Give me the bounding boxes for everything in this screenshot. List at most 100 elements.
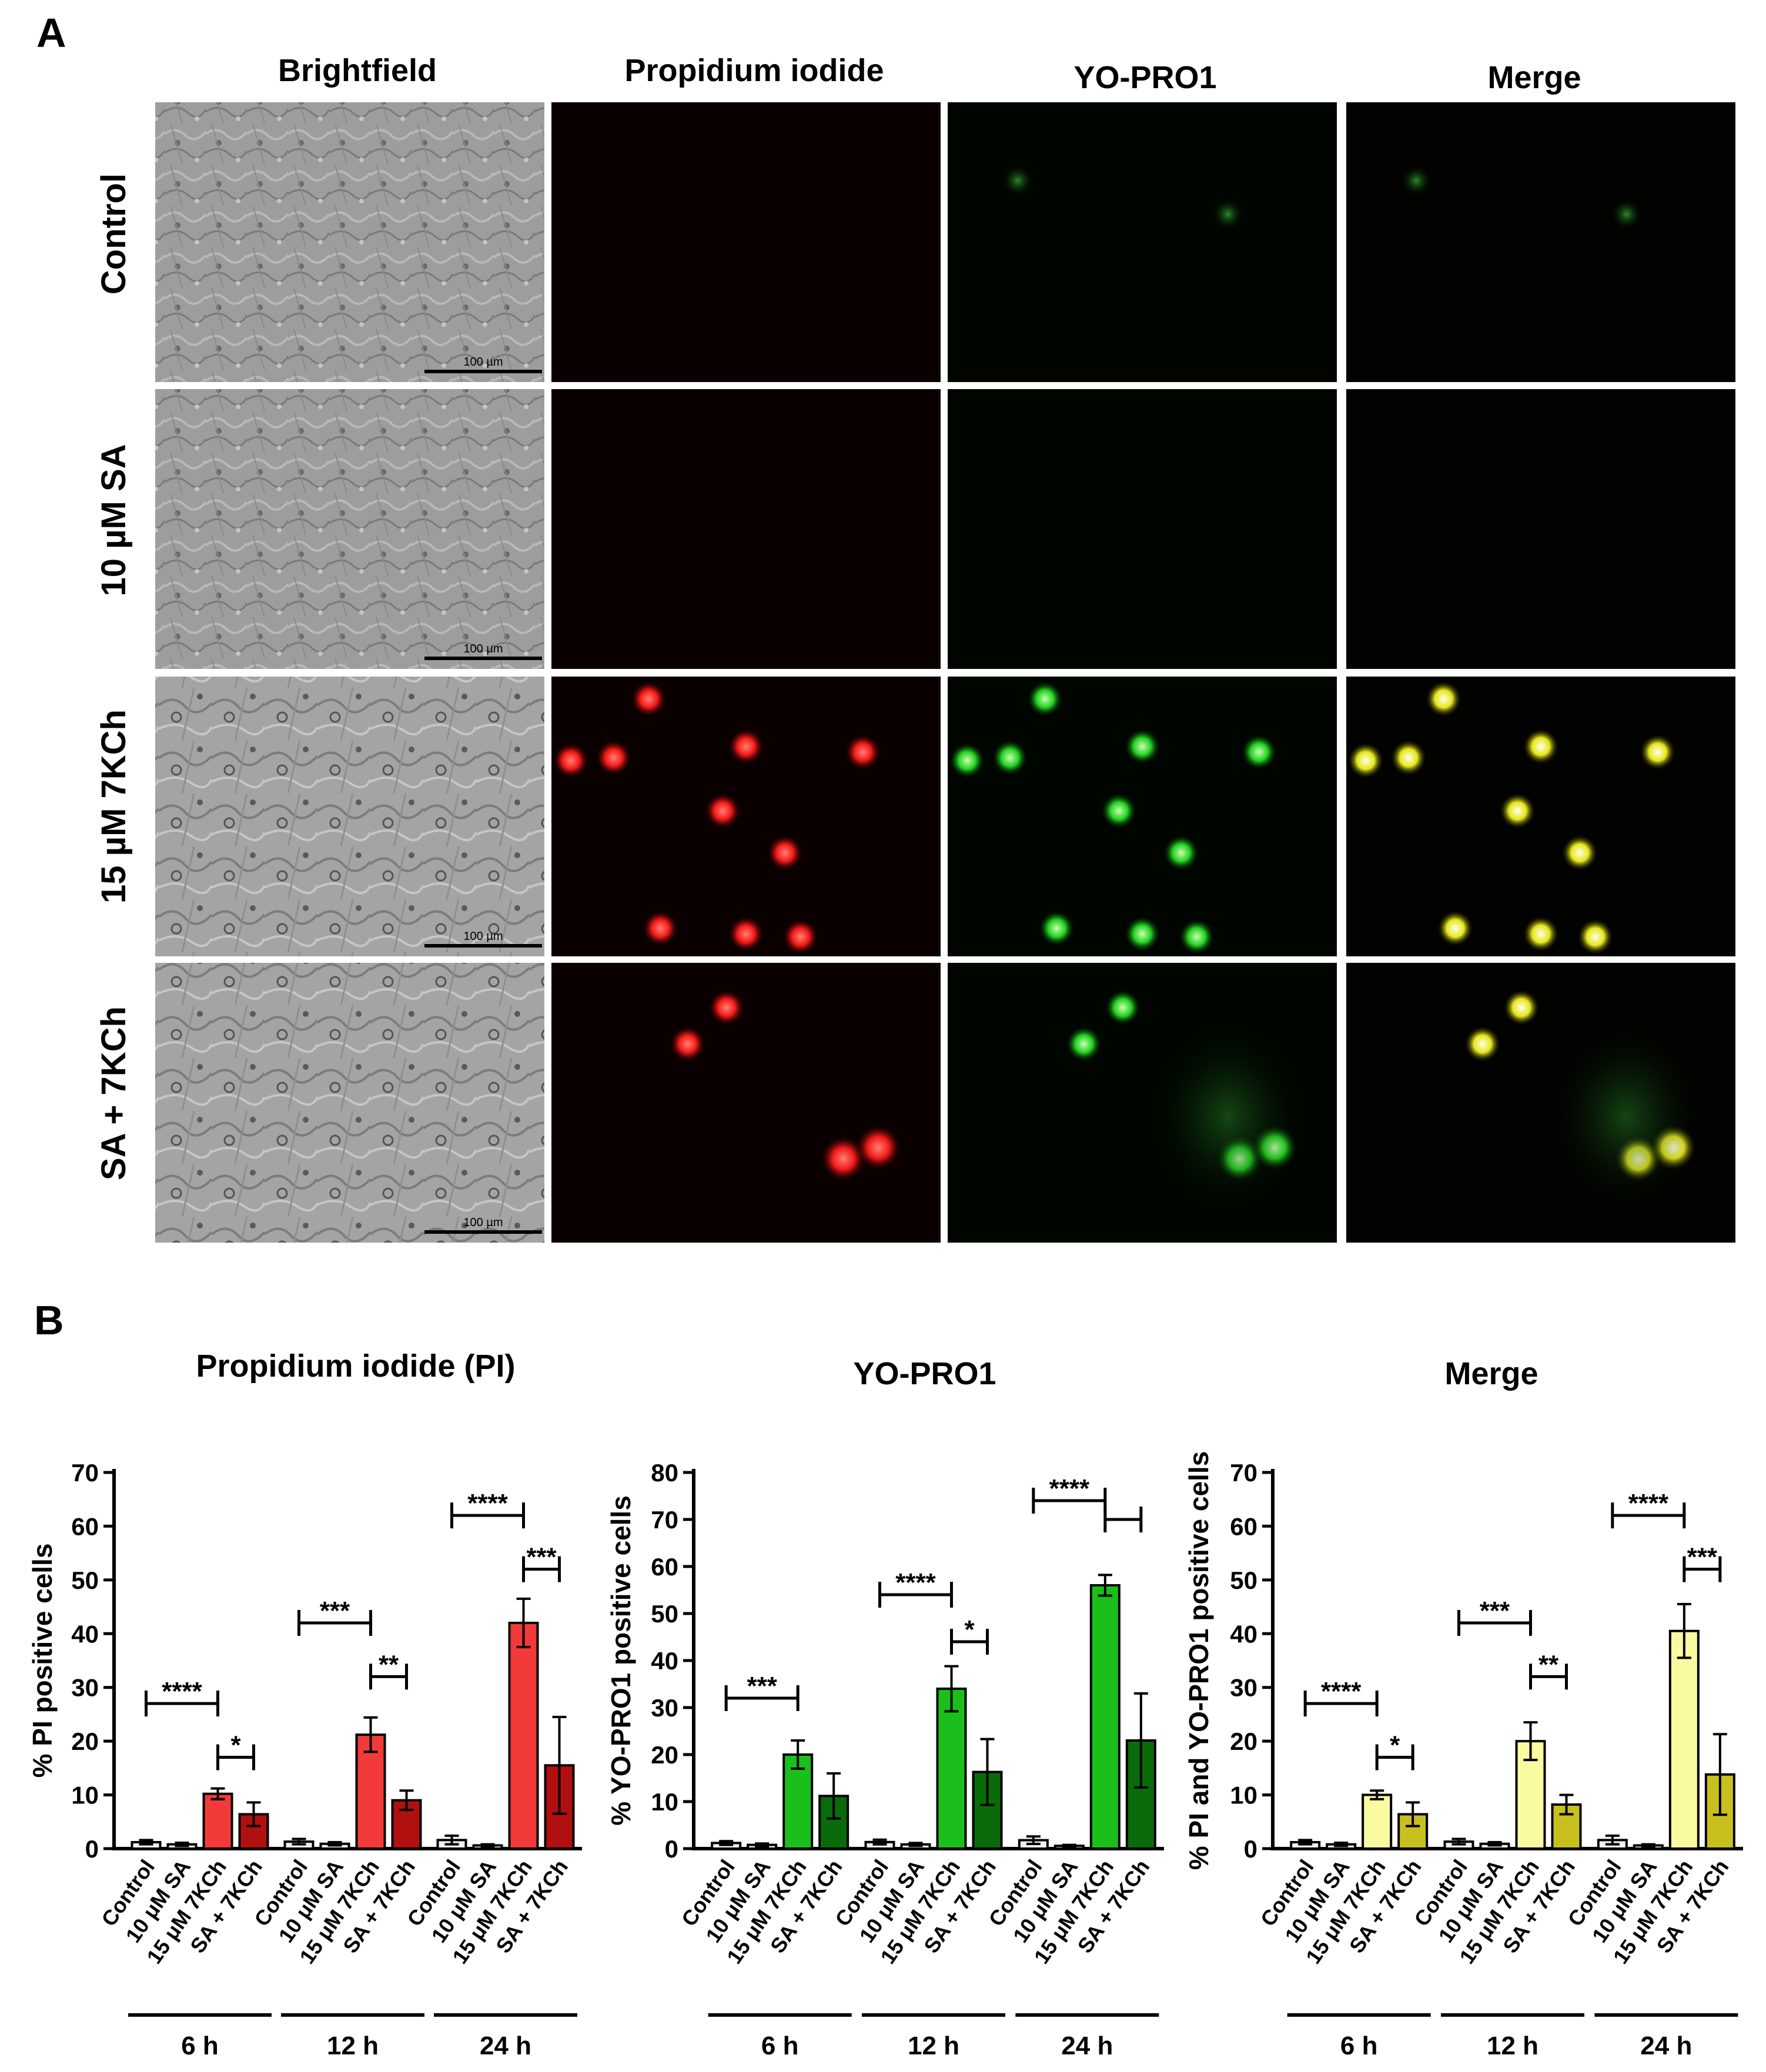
scale-bar-label: 100 µm bbox=[463, 356, 503, 369]
micrograph-r1-c1: 100 µm bbox=[155, 102, 544, 382]
micrograph-background bbox=[551, 102, 941, 382]
group-label: 12 h bbox=[1487, 2031, 1538, 2060]
cell-spot bbox=[856, 1125, 901, 1170]
micrograph-r3-c3 bbox=[948, 677, 1337, 956]
row-label-15um-7kch: 15 µM 7KCh bbox=[95, 709, 133, 903]
micrograph-background bbox=[948, 102, 1337, 382]
micrograph-background bbox=[1346, 389, 1735, 669]
group-label: 6 h bbox=[1340, 2031, 1378, 2060]
y-tick-label: 20 bbox=[651, 1741, 678, 1769]
significance-stars: **** bbox=[1321, 1677, 1362, 1706]
significance-stars: * bbox=[1390, 1731, 1400, 1760]
micrograph-background bbox=[551, 963, 941, 1243]
bar bbox=[1668, 1629, 1700, 1850]
y-tick-label: 0 bbox=[1244, 1835, 1257, 1863]
micrograph-grid: 100 µm 100 µm 100 µm 100 µm bbox=[155, 102, 1735, 1243]
group-label: 12 h bbox=[327, 2031, 379, 2060]
cell-spot bbox=[1163, 835, 1199, 871]
cell-spot bbox=[1577, 919, 1613, 955]
bar bbox=[202, 1792, 233, 1850]
cell-spot bbox=[1101, 793, 1137, 829]
micrograph-r4-c3 bbox=[948, 963, 1337, 1243]
scale-bar-label: 100 µm bbox=[463, 642, 503, 655]
micrograph-r2-c3 bbox=[948, 389, 1337, 669]
significance-stars: ** bbox=[1538, 1650, 1559, 1679]
y-tick-label: 40 bbox=[651, 1647, 678, 1675]
cell-spot bbox=[992, 740, 1028, 776]
cell-spot bbox=[1640, 734, 1675, 770]
scale-bar-label: 100 µm bbox=[463, 930, 503, 943]
y-axis-label: % YO-PRO1 positive cells bbox=[606, 1495, 636, 1826]
cell-spot bbox=[728, 729, 764, 764]
scale-bar-label: 100 µm bbox=[463, 1216, 503, 1229]
cell-spot bbox=[670, 1026, 705, 1062]
y-tick-label: 20 bbox=[71, 1728, 99, 1755]
micrograph-r2-c2 bbox=[551, 389, 941, 669]
y-tick-label: 40 bbox=[1230, 1620, 1257, 1648]
cell-spot bbox=[1039, 911, 1075, 946]
chart-title: YO-PRO1 bbox=[853, 1356, 996, 1391]
cell-spot bbox=[1105, 990, 1140, 1026]
cell-spot bbox=[1611, 199, 1642, 230]
micrograph-r4-c4 bbox=[1346, 963, 1735, 1243]
cell-spot bbox=[1562, 835, 1598, 871]
cell-spot bbox=[1426, 681, 1461, 717]
y-tick-label: 70 bbox=[71, 1459, 99, 1487]
micrograph-background bbox=[551, 389, 941, 669]
cell-spot bbox=[1212, 199, 1243, 230]
bar-charts: Propidium iodide (PI) % PI positive cells… bbox=[27, 1348, 1743, 2060]
bar bbox=[1362, 1793, 1393, 1850]
scale-bar bbox=[424, 370, 542, 373]
panel-b-letter: B bbox=[34, 1297, 64, 1343]
cell-spot bbox=[631, 681, 667, 717]
cell-spot bbox=[708, 990, 744, 1026]
significance-stars: * bbox=[964, 1615, 975, 1644]
significance-stars: **** bbox=[1628, 1489, 1669, 1518]
y-tick-label: 60 bbox=[651, 1553, 678, 1581]
group-label: 6 h bbox=[181, 2031, 219, 2060]
micrograph-r3-c4 bbox=[1346, 677, 1735, 956]
cell-spot bbox=[1437, 911, 1473, 946]
cell-spot bbox=[1241, 734, 1277, 770]
micrograph-background bbox=[948, 389, 1337, 669]
column-header-brightfield: Brightfield bbox=[278, 53, 437, 88]
cell-glow bbox=[1151, 1022, 1305, 1211]
panel-a-letter: A bbox=[36, 10, 66, 56]
bar-chart-1: Propidium iodide (PI) % PI positive cells… bbox=[27, 1348, 582, 2060]
cell-glow bbox=[1550, 1022, 1703, 1211]
cell-spot bbox=[1464, 1026, 1500, 1062]
bar bbox=[1089, 1584, 1121, 1850]
cell-spot bbox=[1348, 742, 1384, 778]
column-header-yo-pro1: YO-PRO1 bbox=[1073, 60, 1216, 95]
chart-title: Merge bbox=[1444, 1356, 1538, 1391]
chart-title: Propidium iodide (PI) bbox=[196, 1348, 516, 1384]
y-tick-label: 60 bbox=[71, 1512, 99, 1540]
y-tick-label: 10 bbox=[1230, 1782, 1257, 1809]
y-tick-label: 70 bbox=[1230, 1459, 1257, 1487]
cell-spot bbox=[1125, 916, 1160, 952]
cell-spot bbox=[949, 742, 985, 778]
bar bbox=[936, 1688, 967, 1850]
group-label: 12 h bbox=[908, 2031, 959, 2060]
row-labels: Control 10 µM SA 15 µM 7KCh SA + 7KCh bbox=[95, 173, 133, 1180]
cell-spot bbox=[1066, 1026, 1102, 1062]
cell-spot bbox=[705, 793, 741, 829]
column-header-propidium-iodide: Propidium iodide bbox=[625, 53, 884, 88]
micrograph-background bbox=[155, 102, 544, 382]
group-label: 6 h bbox=[761, 2031, 799, 2060]
bar bbox=[355, 1733, 386, 1850]
y-tick-label: 10 bbox=[71, 1782, 99, 1809]
scale-bar bbox=[424, 657, 542, 660]
cell-spot bbox=[1500, 793, 1536, 829]
y-tick-label: 70 bbox=[651, 1506, 678, 1534]
y-tick-label: 40 bbox=[71, 1620, 99, 1648]
cell-spot bbox=[728, 916, 764, 952]
y-tick-label: 20 bbox=[1230, 1728, 1257, 1755]
cell-spot bbox=[1390, 740, 1426, 776]
y-tick-label: 0 bbox=[85, 1835, 99, 1863]
significance-stars: **** bbox=[162, 1677, 202, 1706]
cell-spot bbox=[643, 911, 678, 946]
y-tick-label: 60 bbox=[1230, 1512, 1257, 1540]
bar-chart-3: Merge % PI and YO-PRO1 positive cells 0 10 2… bbox=[1183, 1356, 1743, 2060]
significance-stars: ** bbox=[379, 1650, 399, 1679]
